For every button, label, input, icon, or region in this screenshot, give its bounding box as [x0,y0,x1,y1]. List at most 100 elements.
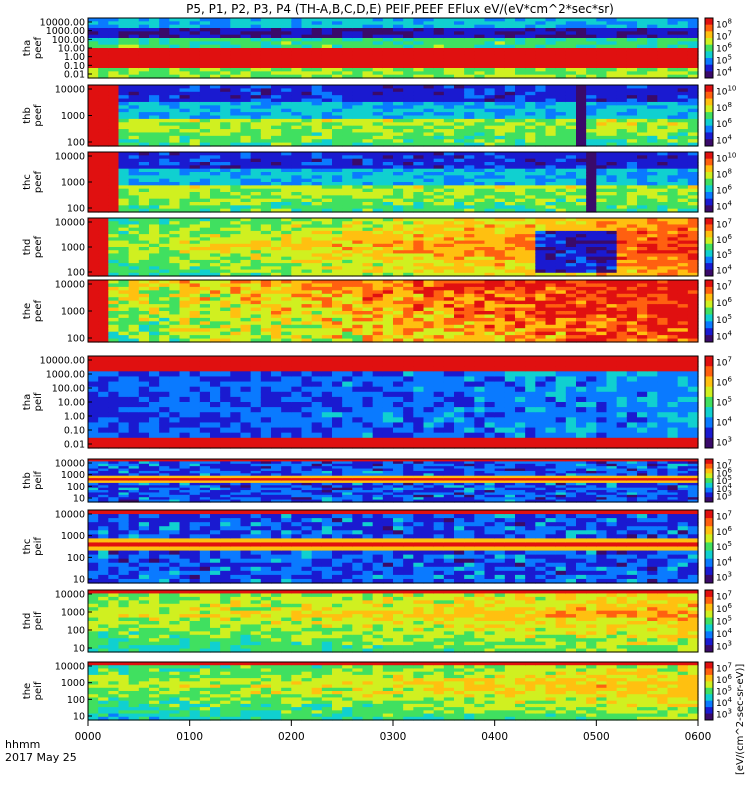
y-tick-label: 10000.00 [40,356,85,367]
y-tick-label: 100 [67,204,85,215]
panel-y-label: tha [22,394,33,410]
panel-y-label: thc [22,174,33,190]
colorbar-tick-label: 105 [716,615,732,628]
heatmap-cells [88,662,699,721]
heatmap-cells [88,459,699,503]
panel-y-label: the [22,683,33,699]
y-tick-label: 10000 [55,85,85,96]
y-tick-label: 100 [67,695,85,706]
y-tick-label: 10000 [55,459,85,470]
colorbar-tick-label: 104 [716,264,732,277]
colorbar-tick-label: 107 [716,218,732,231]
y-tick-label: 10000 [55,218,85,229]
y-tick-label: 100 [67,138,85,149]
panel-y-label: peif [33,392,44,411]
heatmap-cells [88,590,699,653]
colorbar: 107 106 105 104 103 [705,356,732,449]
y-tick-label: 1000 [61,531,85,542]
y-tick-label: 100 [67,482,85,493]
colorbar-tick-label: 104 [716,416,732,429]
time-axis: 0000 0100 0200 0300 0400 0500 0600 [75,720,712,743]
date-label: 2017 May 25 [5,751,77,764]
heatmap-cells [88,356,699,449]
x-tick-label: 0200 [278,731,305,743]
panel-y-label: peef [33,36,44,59]
colorbar-tick-label: 1010 [716,85,736,98]
y-tick-label: 10 [73,575,85,586]
colorbar-tick-label: 105 [716,248,732,261]
panel-y-label: peif [33,537,44,556]
colorbar-tick-label: 104 [716,627,732,640]
y-tick-label: 100.00 [52,384,85,395]
colorbar-tick-label: 103 [716,640,732,653]
colorbar-tick-label: 106 [716,117,732,130]
colorbar-tick-label: 105 [716,396,732,409]
colorbar-tick-label: 107 [716,510,732,523]
x-tick-label: 0500 [583,731,610,743]
y-tick-label: 10 [73,644,85,655]
panel-y-label: the [22,303,33,319]
y-tick-label: 1000 [61,178,85,189]
spectrogram-panel-tha-peef: 10000.001000.00100.0010.001.000.100.01th… [22,18,732,81]
y-tick-label: 1000 [61,111,85,122]
colorbar-tick-label: 104 [716,555,732,568]
time-label: hhmm [5,738,40,751]
colorbar-tick-label: 103 [716,571,732,584]
colorbar-tick-label: 105 [716,540,732,553]
y-tick-label: 10000 [55,510,85,521]
heatmap-cells [88,218,699,277]
heatmap-cells [88,152,699,213]
spectrogram-panel-tha-peif: 10000.001000.00100.0010.001.000.100.01th… [22,356,732,451]
y-tick-label: 100 [67,334,85,345]
colorbar: 107 106 105 104 103 [705,510,732,584]
panel-y-label: thc [22,539,33,555]
x-tick-label: 0300 [380,731,407,743]
colorbar-tick-label: 106 [716,525,732,538]
y-tick-label: 10 [73,494,85,505]
panel-y-label: peef [33,299,44,322]
figure-title: P5, P1, P2, P3, P4 (TH-A,B,C,D,E) PEIF,P… [186,2,614,16]
colorbar-tick-label: 106 [716,376,732,389]
colorbar-label: [eV/(cm^2-sec-sr-eV)] [735,664,746,775]
panel-y-label: peef [33,104,44,127]
panel-y-label: thd [22,613,33,630]
y-tick-label: 0.10 [64,426,85,437]
y-tick-label: 10000 [55,280,85,291]
y-tick-label: 100 [67,626,85,637]
colorbar-tick-label: 106 [716,184,732,197]
panel-y-label: peif [33,471,44,490]
panel-y-label: thd [22,239,33,256]
colorbar-tick-label: 107 [716,356,732,369]
colorbar-tick-label: 108 [716,101,732,114]
colorbar: 107 106 105 104 [705,218,732,277]
y-tick-label: 1000 [61,243,85,254]
y-tick-label: 1000 [61,608,85,619]
colorbar-tick-label: 106 [716,233,732,246]
panel-y-label: peef [33,170,44,193]
y-tick-label: 100 [67,268,85,279]
colorbar-tick-label: 103 [716,436,732,449]
y-tick-label: 10.00 [58,398,85,409]
colorbar-tick-label: 106 [716,296,732,309]
y-tick-label: 1000 [61,470,85,481]
heatmap-cells [88,510,699,584]
colorbar-tick-label: 105 [716,313,732,326]
panel-y-label: tha [22,40,33,56]
colorbar-tick-label: 103 [716,708,732,721]
heatmap-cells [88,280,699,343]
heatmap-cells [88,85,699,147]
panel-y-label: thb [22,472,33,489]
y-tick-label: 1000 [61,307,85,318]
